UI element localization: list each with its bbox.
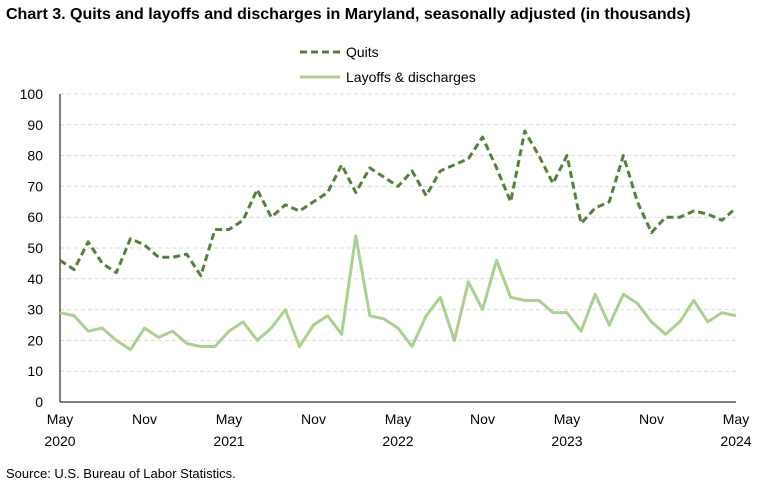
y-tick-label: 100 (20, 86, 44, 102)
x-tick-label: May (723, 411, 749, 427)
x-tick-label: Nov (301, 411, 326, 427)
x-tick-year-label: 2023 (551, 433, 582, 449)
y-tick-label: 20 (27, 332, 43, 348)
grid-lines (60, 93, 736, 372)
chart-title: Chart 3. Quits and layoffs and discharge… (6, 6, 691, 23)
y-axis: 0 10 20 30 40 50 60 70 80 90 100 (20, 86, 61, 410)
layoffs-discharges-line (59, 234, 737, 352)
x-tick-year-label: 2024 (720, 433, 751, 449)
x-tick-year-label: 2020 (44, 433, 75, 449)
x-tick-year-label: 2021 (213, 433, 244, 449)
y-tick-label: 80 (27, 148, 43, 164)
y-tick-label: 0 (35, 394, 43, 410)
y-tick-label: 40 (27, 271, 43, 287)
y-tick-label: 60 (27, 209, 43, 225)
series-lines (59, 129, 737, 352)
source-note: Source: U.S. Bureau of Labor Statistics. (6, 466, 236, 481)
x-tick-label: Nov (639, 411, 664, 427)
x-tick-label: Nov (470, 411, 495, 427)
legend: Quits Layoffs & discharges (300, 44, 476, 85)
y-tick-label: 10 (27, 363, 43, 379)
y-tick-label: 50 (27, 240, 43, 256)
x-tick-year-label: 2022 (382, 433, 413, 449)
x-tick-label: Nov (132, 411, 157, 427)
x-axis: May 2020 Nov May 2021 Nov May 2022 Nov May 2023 Nov… (44, 401, 752, 449)
legend-label-quits: Quits (346, 44, 379, 60)
x-tick-label: May (216, 411, 242, 427)
x-tick-label: May (47, 411, 73, 427)
y-tick-label: 30 (27, 302, 43, 318)
quits-line (59, 129, 737, 278)
x-tick-label: May (554, 411, 580, 427)
y-tick-label: 70 (27, 178, 43, 194)
y-tick-label: 90 (27, 117, 43, 133)
x-tick-label: May (385, 411, 411, 427)
legend-label-layoffs-discharges: Layoffs & discharges (346, 69, 476, 85)
